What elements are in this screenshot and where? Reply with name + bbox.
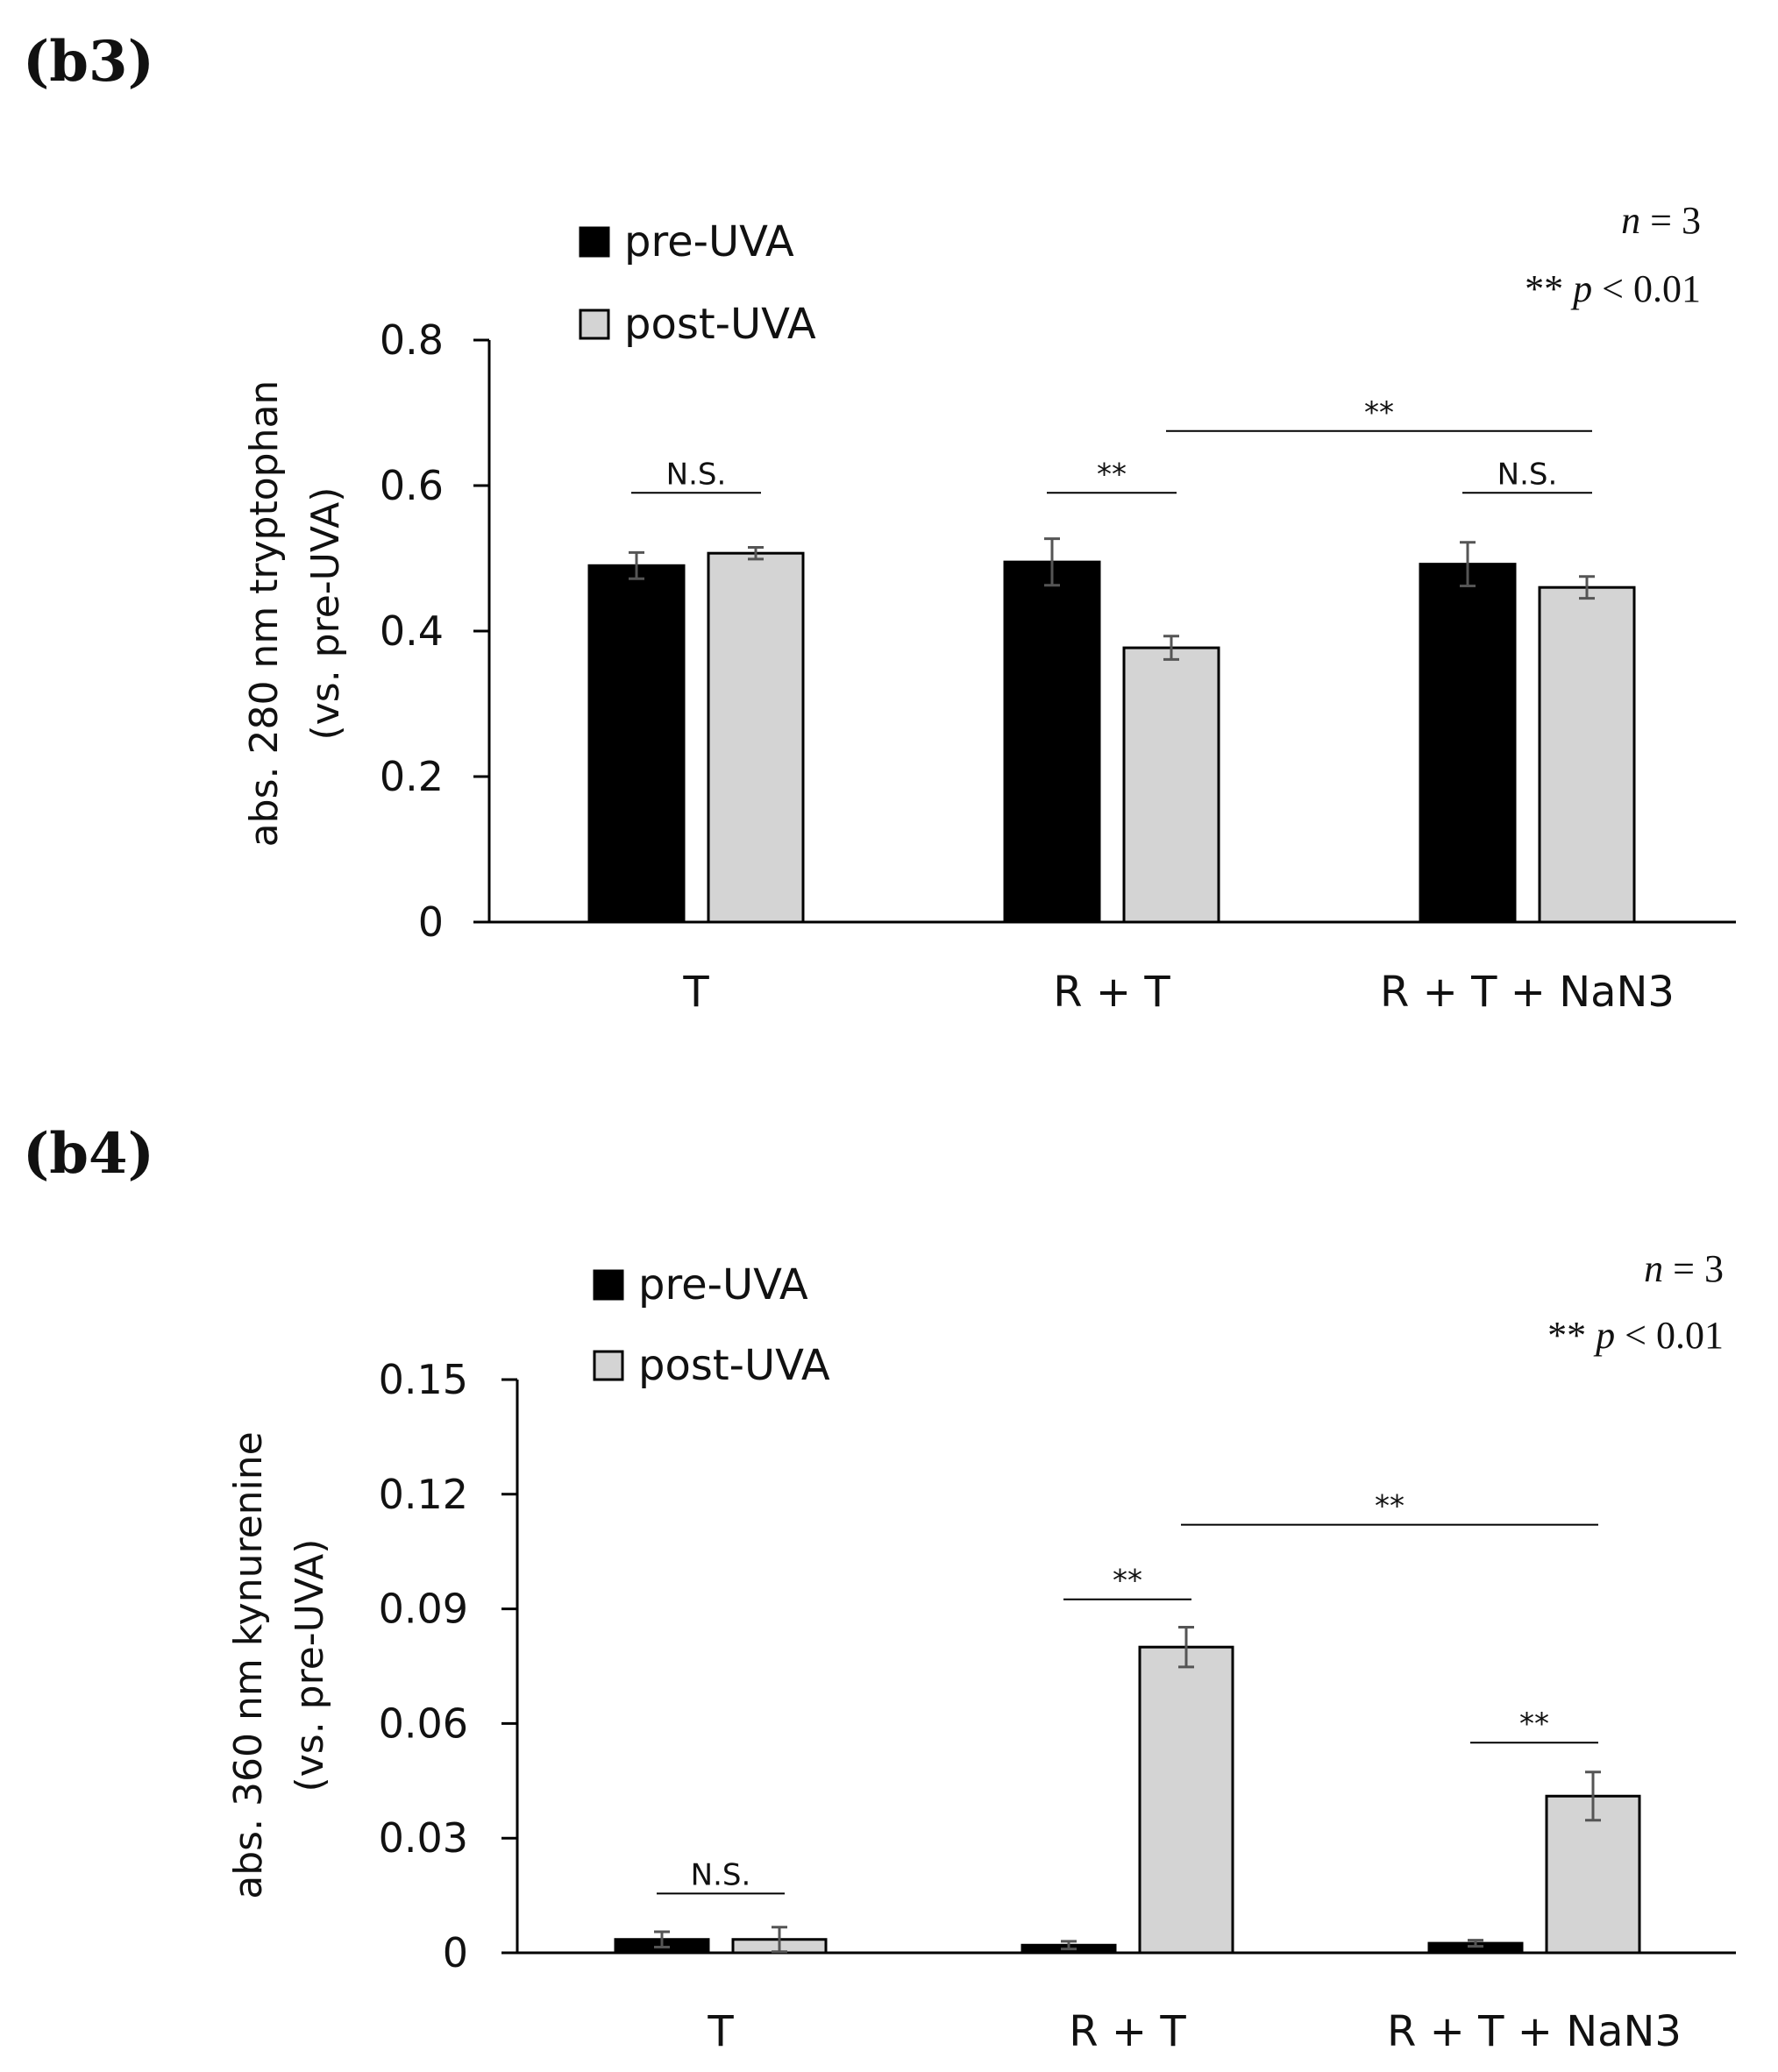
x-category-label: T	[682, 968, 709, 1017]
p-symbol: p	[1593, 1314, 1615, 1357]
legend-swatch-post-UVA	[579, 309, 610, 340]
y-tick-label: 0.03	[379, 1814, 468, 1862]
y-tick-label: 0.09	[379, 1586, 468, 1633]
error-bar	[1468, 1939, 1483, 1948]
x-category-label: R + T	[1053, 968, 1170, 1017]
legend-label-post-UVA: post-UVA	[638, 1341, 830, 1390]
p-space	[1586, 1314, 1596, 1357]
chart-panel-b4: (b4) 0 0.03 0.06 0.09 0.12 0.15 abs. 360 nm kyn…	[23, 1121, 1736, 2056]
bar-post-UVA-r-t-nan3	[1538, 585, 1636, 924]
significance-label: **	[1097, 457, 1127, 492]
panel-label: (b3)	[23, 29, 154, 95]
error-bar	[1579, 575, 1595, 600]
bar-pre-UVA-t	[587, 564, 686, 924]
legend: pre-UVA post-UVA	[593, 1260, 830, 1390]
x-category-label: T	[707, 2007, 734, 2056]
legend-swatch-post-UVA	[593, 1350, 624, 1381]
y-tick-label: 0.8	[380, 316, 444, 364]
legend-swatch-pre-UVA	[579, 226, 610, 258]
p-annotation: ** p < 0.01	[1525, 267, 1701, 310]
error-bar	[1585, 1770, 1601, 1822]
significance-label: **	[1375, 1489, 1405, 1524]
significance-label: N.S.	[666, 457, 727, 492]
n-annotation: n = 3	[1644, 1247, 1724, 1290]
error-bar	[629, 550, 644, 580]
legend-label-post-UVA: post-UVA	[624, 300, 816, 349]
significance-bracket: **	[1470, 1707, 1598, 1744]
bar-post-UVA-r-t	[1138, 1645, 1234, 1955]
significance-label: **	[1364, 395, 1394, 430]
y-axis-label-line2: (vs. pre-UVA)	[303, 487, 348, 741]
n-annotation: n = 3	[1621, 199, 1701, 242]
stats-annotation: n = 3 ** p < 0.01	[1525, 199, 1701, 310]
p-stars: **	[1525, 267, 1563, 310]
significance-bracket: N.S.	[1462, 457, 1592, 494]
legend: pre-UVA post-UVA	[579, 217, 816, 349]
y-tick-label: 0	[418, 898, 444, 946]
n-symbol: n	[1644, 1247, 1663, 1290]
n-symbol: n	[1621, 199, 1640, 242]
n-value: = 3	[1640, 199, 1701, 242]
error-bar	[748, 546, 764, 561]
panel-label: (b4)	[23, 1121, 154, 1187]
bar-post-UVA-r-t	[1122, 646, 1220, 924]
y-tick-label: 0.06	[379, 1699, 468, 1747]
p-threshold: < 0.01	[1615, 1314, 1724, 1357]
legend-label-pre-UVA: pre-UVA	[638, 1260, 808, 1309]
legend-label-pre-UVA: pre-UVA	[624, 217, 794, 266]
chart-panel-b3: (b3) 0 0.2 0.4 0.6 0.8 abs. 280 nm tryptophan (…	[23, 29, 1736, 1017]
significance-bracket: **	[1063, 1564, 1191, 1600]
bar-pre-UVA-r-t	[1003, 560, 1101, 924]
bar-pre-UVA-r-t-nan3	[1419, 563, 1517, 924]
y-tick-label: 0.4	[380, 607, 444, 655]
p-threshold: < 0.01	[1592, 267, 1701, 310]
y-tick-label: 0	[443, 1929, 468, 1976]
y-axis-label-line2: (vs. pre-UVA)	[288, 1539, 332, 1792]
y-axis-label: abs. 280 nm tryptophan (vs. pre-UVA)	[242, 380, 348, 848]
y-axis-label-line1: abs. 360 nm kynurenine	[226, 1431, 271, 1898]
stats-annotation: n = 3 ** p < 0.01	[1547, 1247, 1724, 1357]
x-category-label: R + T + NaN3	[1387, 2007, 1682, 2056]
significance-label: **	[1113, 1564, 1142, 1599]
significance-bracket: **	[1181, 1489, 1598, 1526]
significance-label: **	[1519, 1707, 1549, 1742]
error-bar	[654, 1930, 670, 1948]
error-bar	[1044, 537, 1060, 587]
significance-bracket: N.S.	[631, 457, 761, 494]
significance-bracket: **	[1166, 395, 1592, 432]
p-symbol: p	[1570, 267, 1592, 310]
x-category-label: R + T	[1069, 2007, 1186, 2056]
bar-post-UVA-t	[707, 551, 805, 924]
bar-post-UVA-r-t-nan3	[1545, 1794, 1641, 1955]
p-annotation: ** p < 0.01	[1547, 1314, 1724, 1357]
x-category-label: R + T + NaN3	[1380, 968, 1675, 1017]
y-tick-label: 0.15	[379, 1356, 468, 1403]
n-value: = 3	[1663, 1247, 1724, 1290]
y-tick-label: 0.12	[379, 1471, 468, 1518]
error-bar	[1460, 541, 1476, 588]
legend-swatch-pre-UVA	[593, 1269, 624, 1301]
y-tick-label: 0.6	[380, 462, 444, 509]
p-space	[1563, 267, 1573, 310]
y-tick-label: 0.2	[380, 753, 444, 800]
error-bar	[1178, 1626, 1194, 1669]
significance-label: N.S.	[1497, 457, 1558, 492]
y-axis-label-line1: abs. 280 nm tryptophan	[242, 380, 287, 848]
error-bar	[772, 1926, 787, 1954]
significance-bracket: **	[1047, 457, 1177, 494]
p-stars: **	[1547, 1314, 1586, 1357]
y-axis-label: abs. 360 nm kynurenine (vs. pre-UVA)	[226, 1431, 332, 1898]
significance-label: N.S.	[691, 1857, 751, 1892]
significance-bracket: N.S.	[657, 1857, 785, 1895]
error-bar	[1163, 635, 1179, 661]
error-bar	[1061, 1940, 1077, 1951]
